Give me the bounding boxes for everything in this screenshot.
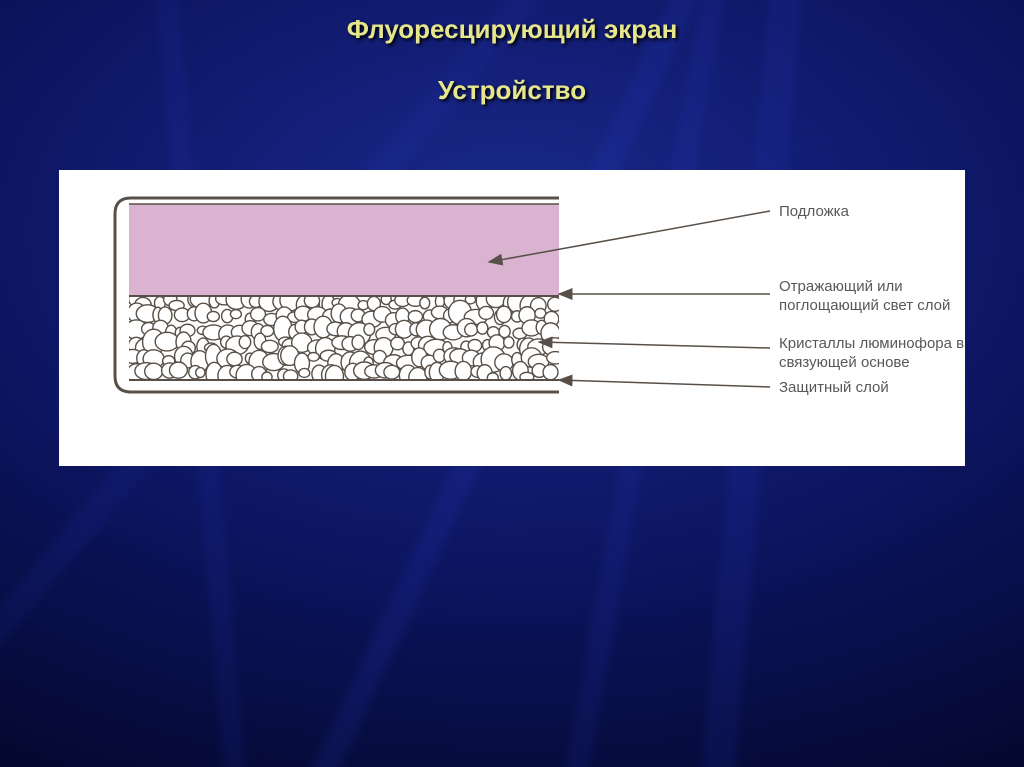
slide-title: Флуоресцирующий экран Устройство (0, 14, 1024, 106)
callout-label: Подложка (779, 203, 849, 222)
luminophore-crystals (123, 289, 566, 387)
title-line-2: Устройство (0, 75, 1024, 106)
callout-label: Кристаллы люминофора всвязующей основе (779, 335, 964, 373)
callout-arrow (539, 342, 770, 348)
diagram-figure: Подложка Отражающий илипоглощающий свет с… (59, 170, 965, 466)
callout-label: Отражающий илипоглощающий свет слой (779, 278, 950, 316)
callout-label: Защитный слой (779, 379, 889, 398)
title-line-1: Флуоресцирующий экран (0, 14, 1024, 45)
callout-arrow (559, 380, 770, 387)
